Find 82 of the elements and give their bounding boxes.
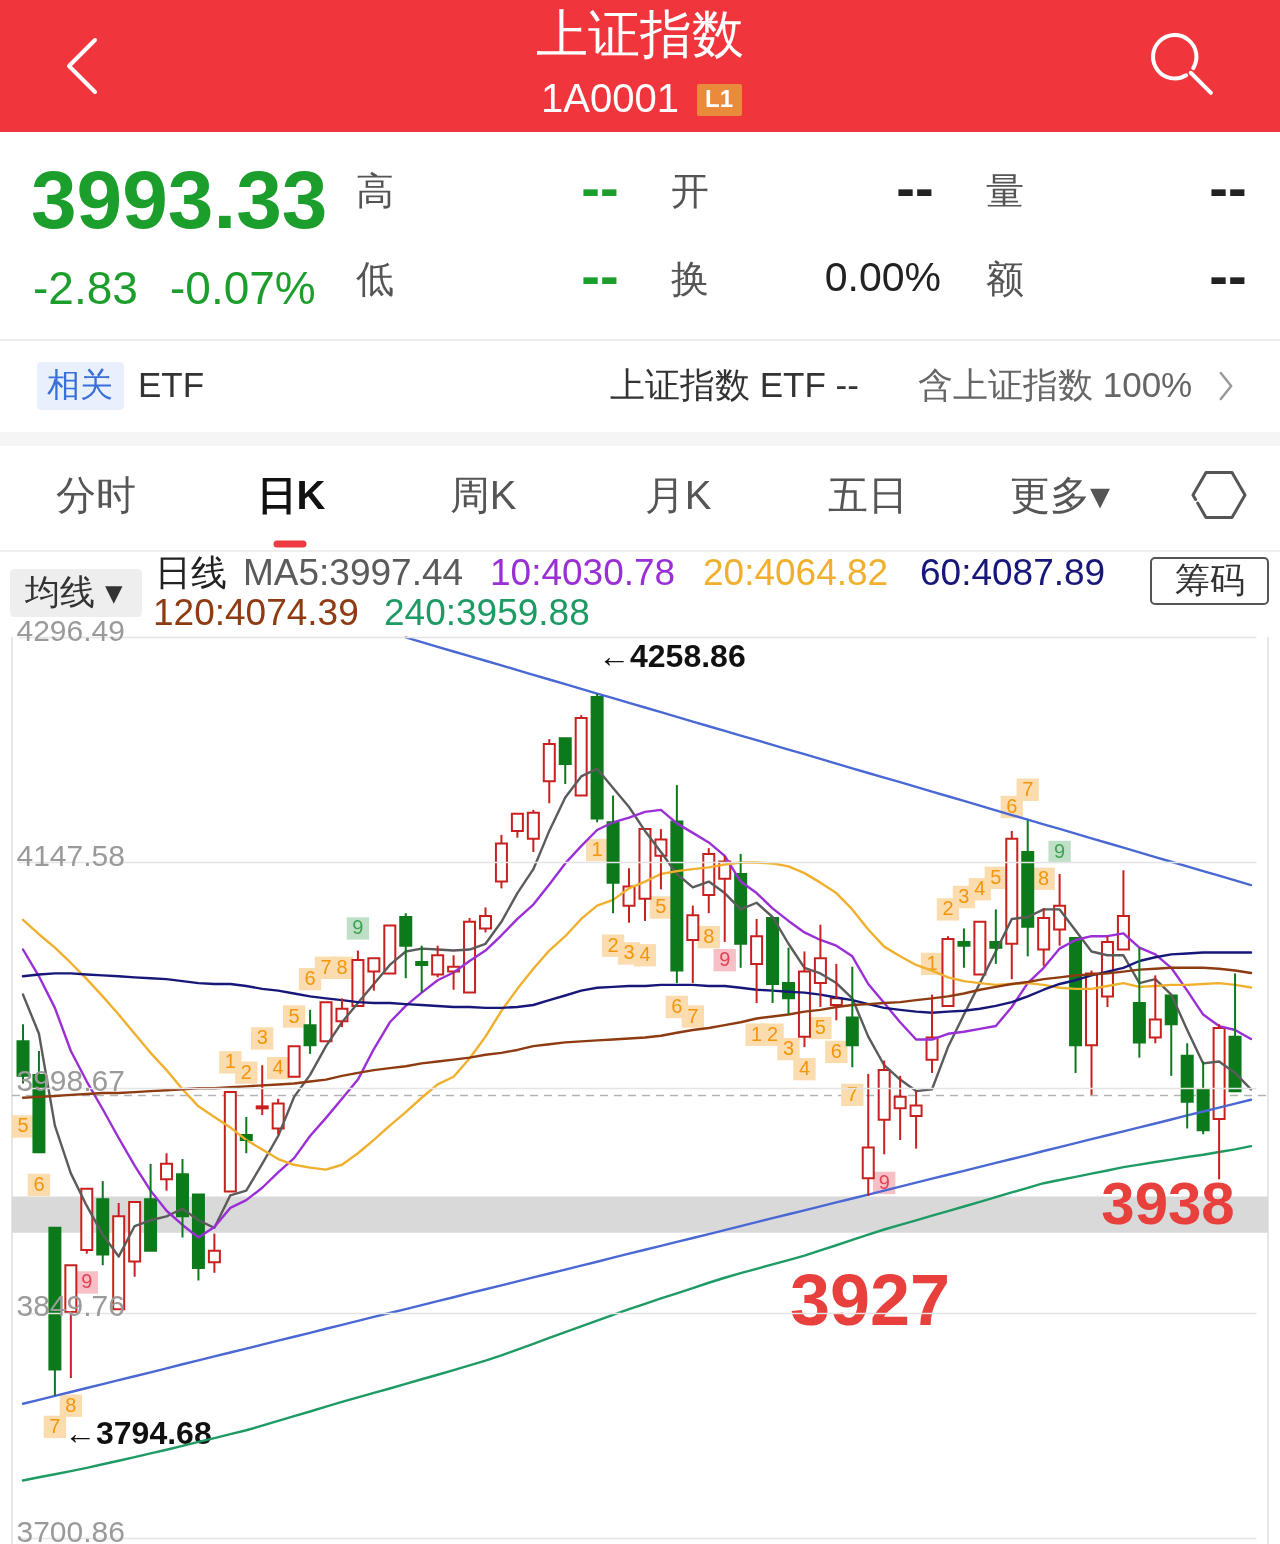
annotation: 7 [687,1004,699,1027]
annotation: 2 [607,933,619,956]
annotation: 5 [990,865,1002,888]
annotation: 3927 [789,1260,951,1340]
text: 换 [671,258,709,300]
legend-title: 日线 [155,552,227,593]
annotation: 5 [655,895,667,918]
text: 分时 [56,473,136,517]
annotation: 2 [240,1060,252,1083]
text: 上证指数 ETF -- [610,365,859,404]
text: 量 [986,170,1024,212]
annotation: 3 [782,1037,795,1060]
text: 0.00% [824,254,941,300]
annotation: 1 [224,1050,236,1073]
annotation: 2 [942,897,954,920]
annotation: ←4258.86 [598,638,746,674]
text: MA5:3997.44 [243,552,464,593]
text: 含上证指数 100% [918,365,1193,404]
annotation: 8 [703,925,715,948]
annotation: 3 [958,885,970,908]
annotation: 5 [288,1004,300,1027]
annotation: 4 [272,1056,284,1079]
text: -- [581,244,619,307]
annotation: 9 [1054,839,1066,862]
annotation: 5 [17,1114,29,1137]
text: -0.07% [170,262,316,314]
text: 高 [356,170,394,212]
annotation: 7 [320,955,332,978]
text: 月K [644,473,712,517]
text: 均线 ▾ [24,572,123,611]
annotation: 9 [81,1270,93,1293]
text: 更多▾ [1010,473,1110,517]
annotation: 7 [1022,777,1034,800]
y-tick-label: 4147.58 [16,838,125,872]
text: -- [1209,244,1247,307]
annotation: 7 [49,1414,61,1437]
annotation: 1 [751,1022,763,1045]
text: 120:4074.39 [153,592,359,633]
annotation: 9 [878,1170,890,1193]
annotation: 3938 [1101,1170,1235,1237]
annotation: 4 [974,877,986,900]
text: 240:3959.88 [384,592,590,633]
annotation: 4 [798,1057,811,1080]
annotation: 6 [304,967,316,990]
annotation: 5 [814,1016,826,1039]
text: 3993.33 [31,154,328,245]
text: 相关 [47,366,113,403]
annotation: 8 [65,1393,77,1416]
y-tick-label: 4296.49 [16,613,125,647]
annotation: 4 [639,943,651,966]
annotation: 9 [352,916,364,939]
text: L1 [704,85,734,112]
text: -- [581,156,619,219]
text: -- [1209,156,1247,219]
chart-title: 上证指数 [536,5,744,63]
text: 20:4064.82 [703,552,889,593]
annotation: 6 [830,1039,842,1062]
annotation: 6 [671,994,683,1017]
text: 五日 [828,473,908,517]
text: -- [896,156,934,219]
annotation: 9 [719,948,731,971]
annotation: 3 [623,941,635,964]
text: 60:4087.89 [920,552,1106,593]
text: 筹码 [1175,560,1245,599]
text: 开 [671,170,709,212]
text: ETF [138,365,205,404]
annotation: 1 [591,838,603,861]
annotation: 3 [256,1026,268,1049]
text: 10:4030.78 [490,552,676,593]
y-tick-label: 3700.86 [16,1514,125,1544]
annotation: 6 [33,1172,45,1195]
annotation: 2 [767,1022,779,1045]
text: 额 [986,258,1024,300]
chart-subtitle: 1A0001 [541,76,679,120]
annotation: 6 [1006,795,1018,818]
annotation: 8 [1038,866,1050,889]
text: 日K [256,473,326,517]
text: -2.83 [33,262,138,314]
annotation: 8 [336,955,348,978]
text: 低 [356,258,394,300]
text: 周K [449,473,517,517]
annotation: ←3794.68 [64,1415,212,1451]
